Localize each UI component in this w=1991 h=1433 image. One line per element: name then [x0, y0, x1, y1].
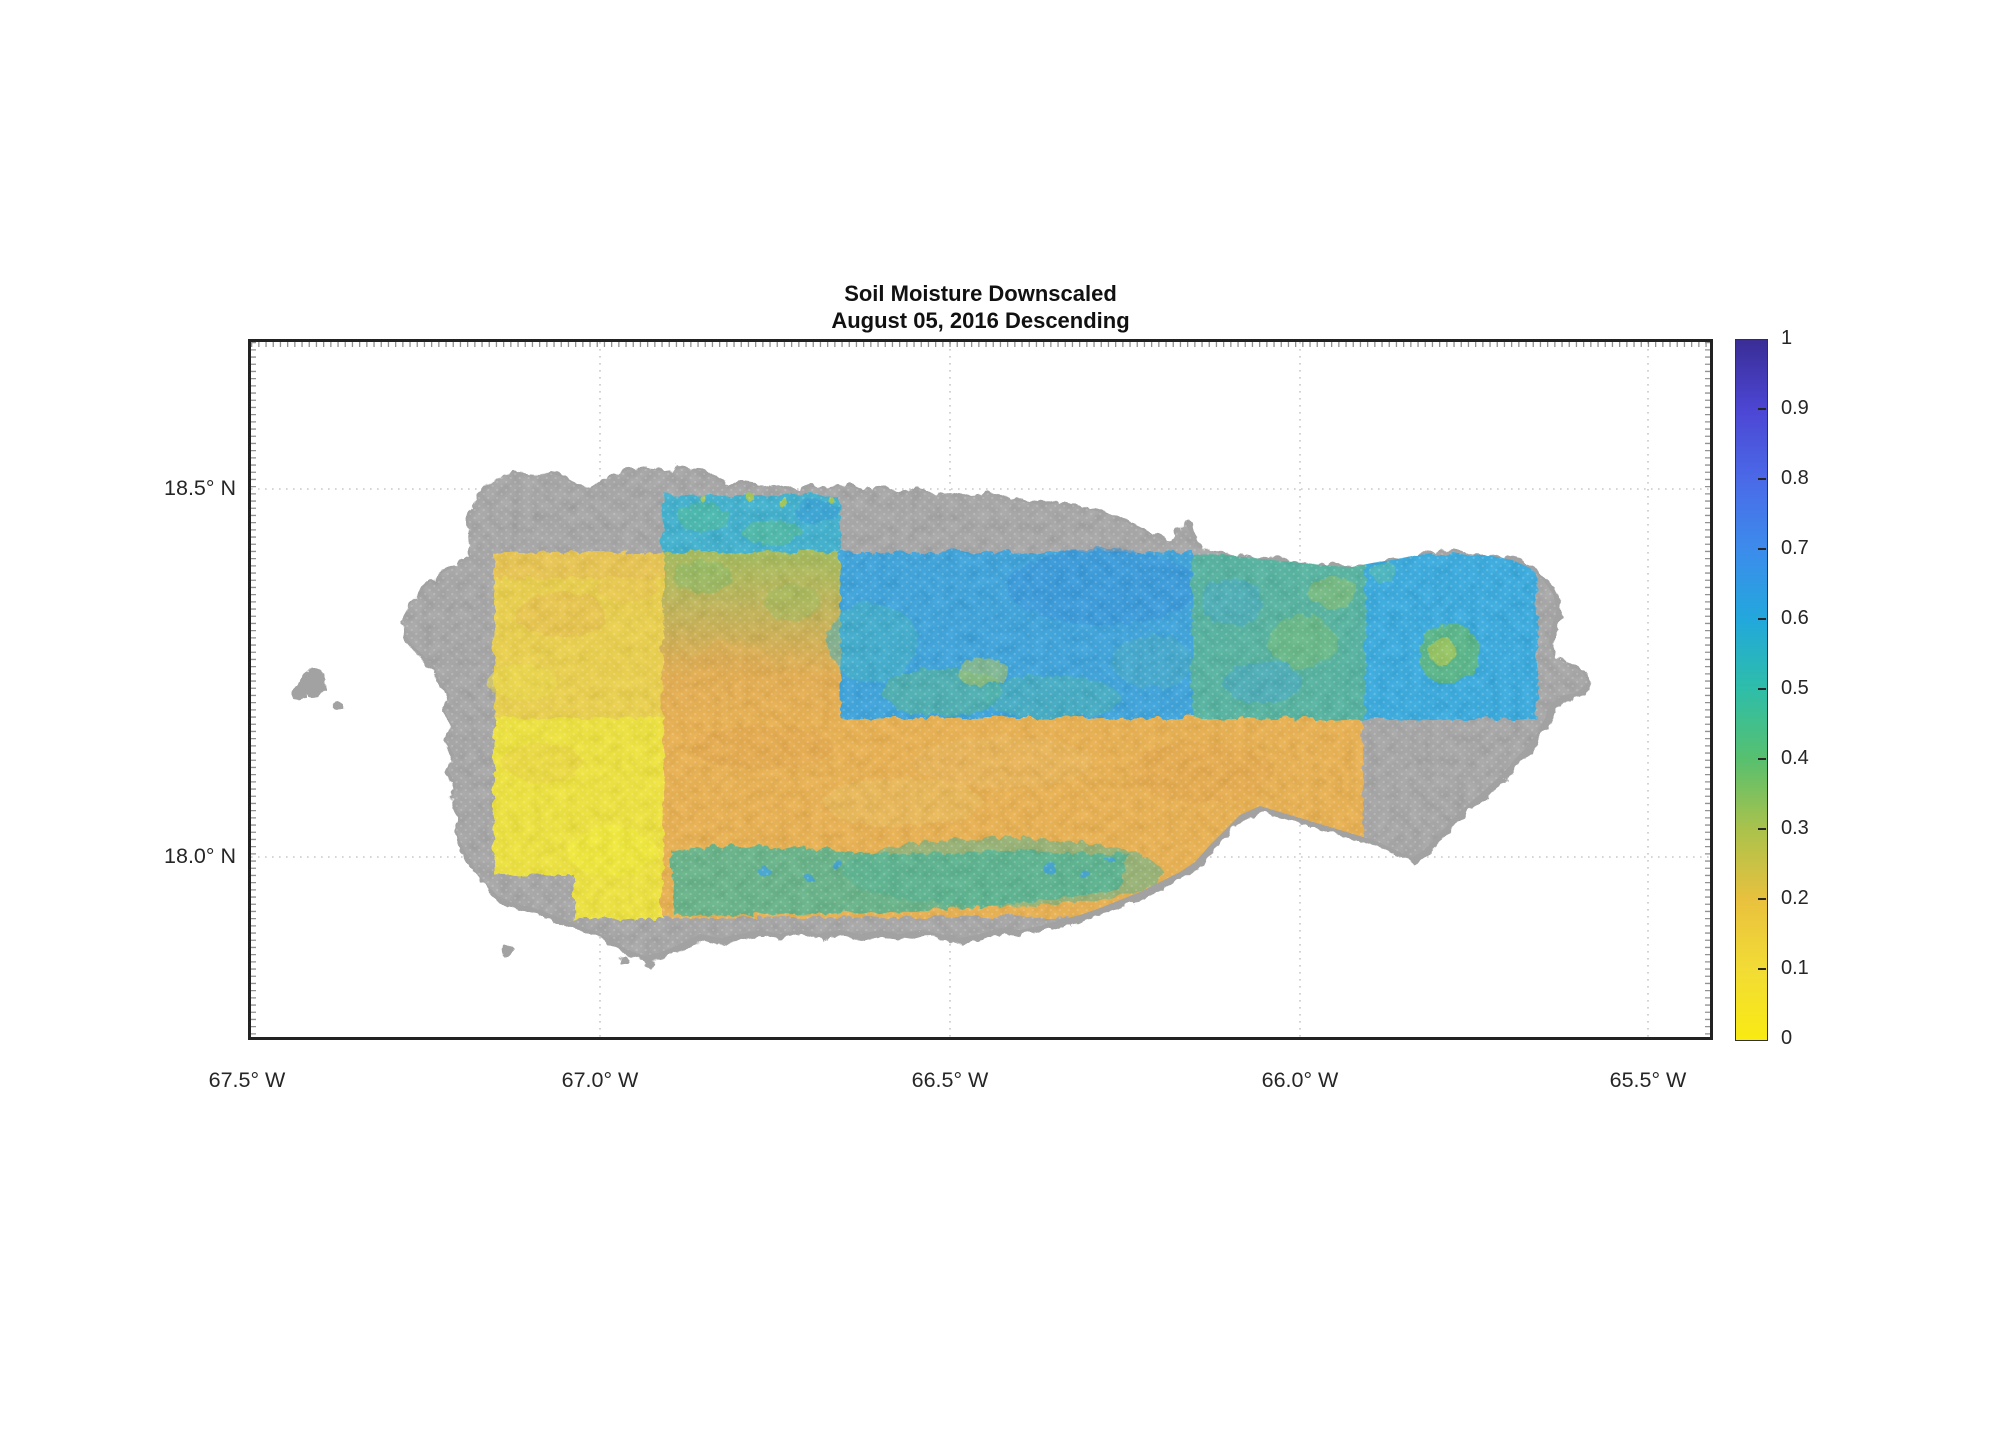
title-line-1: Soil Moisture Downscaled	[844, 281, 1117, 306]
colorbar-tick	[1758, 478, 1766, 480]
x-tick-67-5W: 67.5° W	[208, 1068, 286, 1092]
island-silhouette	[288, 468, 1588, 966]
colorbar-tick-label: 0.2	[1781, 887, 1809, 909]
map-canvas	[251, 342, 1710, 1037]
colorbar-tick-label: 0.8	[1781, 467, 1809, 489]
colorbar-tick-label: 0.5	[1781, 677, 1809, 699]
colorbar-tick	[1758, 828, 1766, 830]
colorbar-tick	[1758, 408, 1766, 410]
colorbar-tick	[1758, 758, 1766, 760]
colorbar-tick-label: 0.6	[1781, 607, 1809, 629]
colorbar-tick	[1758, 688, 1766, 690]
title-line-2: August 05, 2016 Descending	[831, 308, 1130, 333]
colorbar-tick-label: 0.4	[1781, 747, 1809, 769]
colorbar-tick-label: 0.7	[1781, 537, 1809, 559]
colorbar-tick	[1758, 898, 1766, 900]
x-tick-67-0W: 67.0° W	[561, 1068, 639, 1092]
plot-frame	[248, 339, 1713, 1040]
colorbar-tick	[1758, 618, 1766, 620]
islet-south-west	[499, 942, 511, 954]
y-tick-18-0N: 18.0° N	[164, 844, 236, 868]
x-tick-66-0W: 66.0° W	[1261, 1068, 1339, 1092]
x-tick-66-5W: 66.5° W	[911, 1068, 989, 1092]
colorbar-tick-label: 0.1	[1781, 957, 1809, 979]
islet-south	[617, 953, 627, 963]
colorbar-tick	[1758, 548, 1766, 550]
frame-minor-ticks	[251, 342, 1710, 1037]
x-tick-65-5W: 65.5° W	[1609, 1068, 1687, 1092]
colorbar-tick-label: 0	[1781, 1027, 1793, 1049]
colorbar-tick-label: 1	[1781, 327, 1793, 349]
colorbar-tick-label: 0.3	[1781, 817, 1809, 839]
y-tick-18-5N: 18.5° N	[164, 476, 236, 500]
colorbar-tick-label: 0.9	[1781, 397, 1809, 419]
figure-title: Soil Moisture Downscaled August 05, 2016…	[248, 280, 1713, 334]
colorbar	[1735, 339, 1768, 1041]
islet-desecheo	[296, 666, 324, 694]
colorbar-tick	[1758, 968, 1766, 970]
